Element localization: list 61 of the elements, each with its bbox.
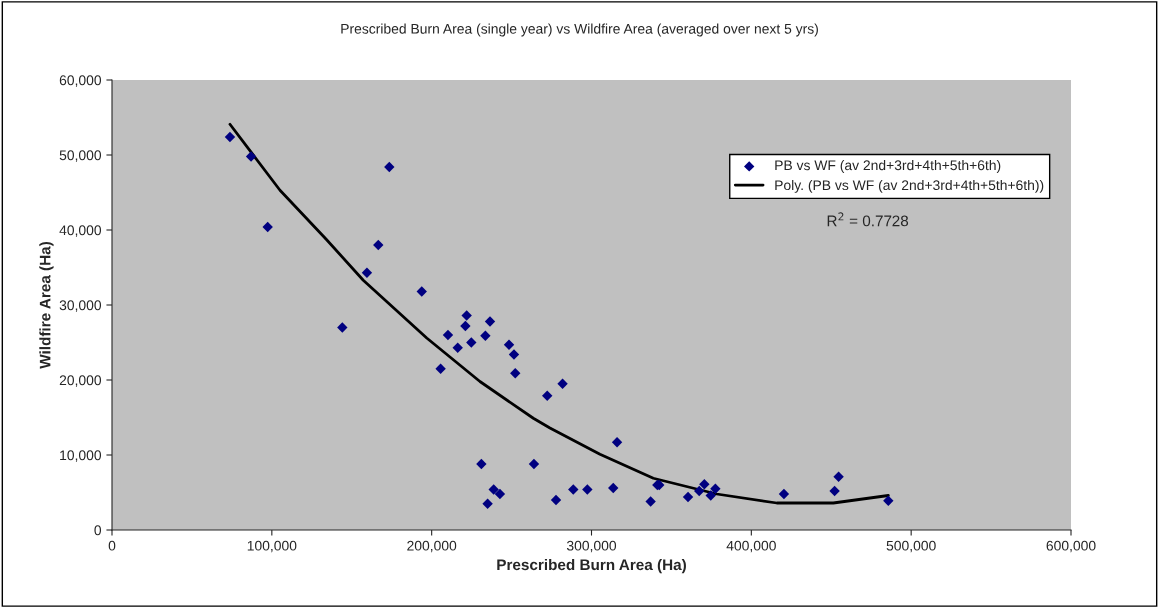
- point: [224, 131, 236, 143]
- point: [460, 320, 471, 332]
- point: [452, 342, 463, 353]
- x-tick-label: 200,000: [407, 540, 457, 553]
- y-tick-label: 0: [94, 525, 102, 536]
- point: [337, 322, 348, 333]
- y-tick-label: 30,000: [59, 300, 102, 312]
- point: [442, 329, 454, 341]
- y-tick-label: 10,000: [60, 450, 102, 462]
- point: [542, 390, 553, 401]
- point: [778, 488, 790, 500]
- x-tick-label: 300,000: [566, 540, 617, 553]
- point: [582, 484, 593, 495]
- point: [611, 437, 623, 448]
- point: [262, 221, 273, 233]
- point: [503, 339, 515, 350]
- point: [480, 330, 491, 341]
- y-axis-title: Wildfire Area (Ha): [39, 242, 54, 369]
- point: [694, 485, 705, 497]
- point: [528, 458, 540, 470]
- x-axis-title: Prescribed Burn Area (Ha): [497, 558, 686, 574]
- point: [705, 490, 716, 501]
- point: [435, 363, 446, 374]
- point: [494, 488, 506, 500]
- y-tick-label: 20,000: [59, 375, 102, 387]
- point: [384, 161, 395, 173]
- point: [557, 378, 568, 389]
- point: [550, 494, 562, 506]
- point: [461, 310, 472, 321]
- point: [510, 368, 521, 379]
- point: [484, 316, 496, 327]
- point: [883, 495, 894, 506]
- point: [245, 151, 257, 162]
- point: [710, 483, 721, 494]
- point: [466, 337, 477, 348]
- legend-label: Poly. (PB vs WF (av 2nd+3rd+4th+5th+6th)): [775, 179, 1044, 193]
- point: [508, 349, 520, 360]
- x-tick-label: 100,000: [247, 540, 297, 553]
- y-tick-label: 60,000: [59, 75, 102, 87]
- point: [373, 239, 384, 251]
- point: [829, 485, 840, 497]
- point: [682, 491, 694, 503]
- point: [699, 479, 710, 490]
- legend-label: PB vs WF (av 2nd+3rd+4th+5th+6th): [775, 160, 1001, 173]
- x-tick-label: 600,000: [1046, 540, 1096, 553]
- chart-title: Prescribed Burn Area (single year) vs Wildfire Area (averaged over next 5 yrs): [341, 23, 818, 37]
- point: [361, 267, 373, 278]
- point: [608, 482, 619, 494]
- point: [568, 484, 579, 495]
- x-tick-label: 0: [108, 540, 116, 551]
- annotation: R$^{2}$ = 0.7728: [827, 212, 909, 227]
- y-tick-label: 50,000: [59, 150, 102, 162]
- y-tick-label: 40,000: [59, 225, 102, 237]
- point: [476, 458, 487, 470]
- point: [833, 471, 844, 482]
- point: [482, 498, 493, 509]
- x-tick-label: 500,000: [886, 540, 936, 553]
- point: [645, 496, 656, 507]
- point: [488, 484, 499, 495]
- point: [416, 286, 427, 297]
- x-tick-label: 400,000: [726, 540, 776, 553]
